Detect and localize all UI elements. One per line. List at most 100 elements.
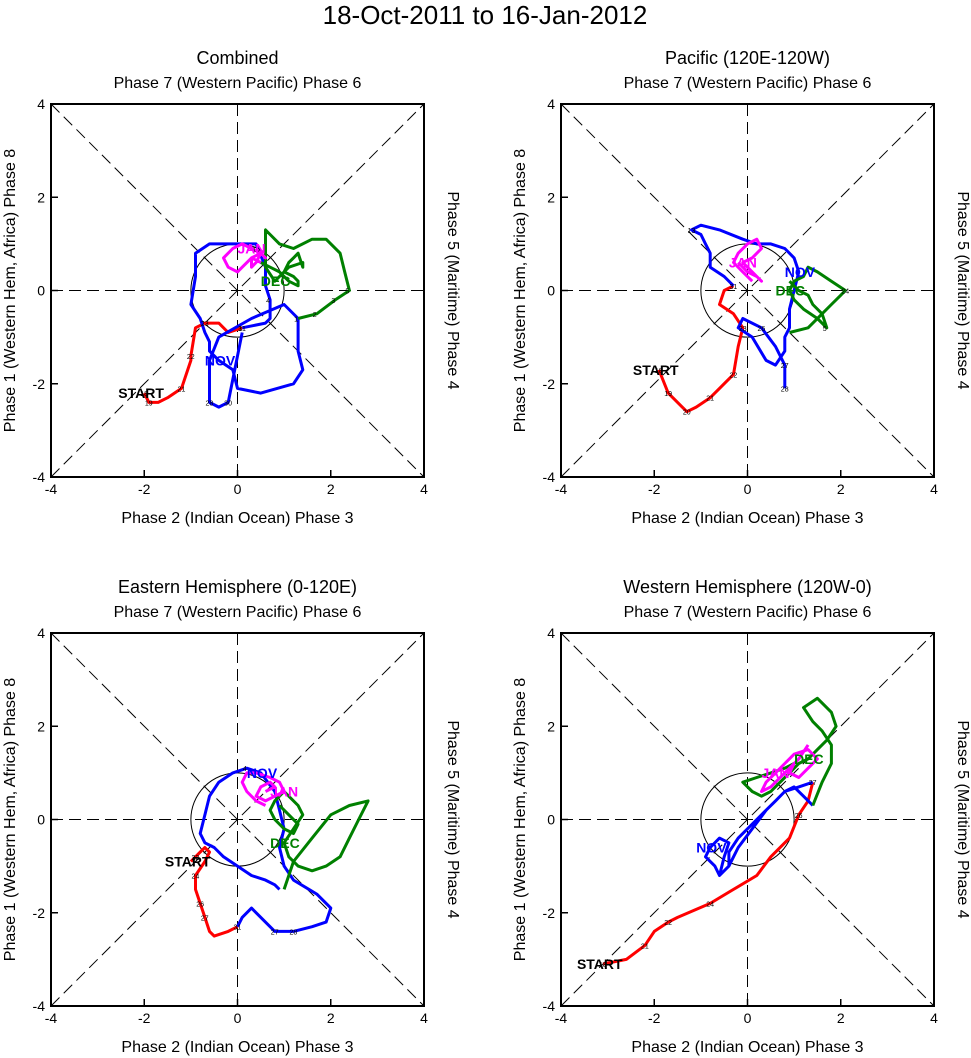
- y-tick-label: 0: [37, 283, 45, 299]
- day-label: 28: [781, 386, 789, 393]
- x-tick-label: 4: [420, 1010, 428, 1026]
- x-tick-label: -2: [648, 481, 661, 497]
- x-tick-label: -4: [555, 481, 568, 497]
- x-tick-label: -4: [555, 1010, 568, 1026]
- y-tick-label: -2: [33, 376, 46, 392]
- month-label-nov: NOV: [696, 839, 727, 855]
- day-label: 31: [730, 284, 738, 291]
- right-phase-label: Phase 5 (Maritime) Phase 4: [954, 720, 971, 918]
- day-label: 28: [206, 400, 214, 407]
- x-tick-label: 4: [930, 481, 938, 497]
- x-tick-label: 0: [744, 1010, 752, 1026]
- day-label: 27: [809, 780, 817, 787]
- month-label-dec: DEC: [794, 751, 824, 767]
- right-phase-label: Phase 5 (Maritime) Phase 4: [444, 720, 461, 918]
- panel-title: Pacific (120E-120W): [665, 48, 830, 68]
- day-label: 27: [201, 915, 209, 922]
- day-label: 18: [140, 391, 148, 398]
- day-label: 3: [331, 298, 335, 305]
- series-line-oct: [142, 321, 243, 404]
- panel-title: Western Hemisphere (120W-0): [623, 577, 871, 597]
- left-phase-label: Phase 1 (Western Hem, Africa) Phase 8: [512, 678, 529, 961]
- day-label: 19: [145, 400, 153, 407]
- y-tick-label: 4: [37, 96, 45, 112]
- y-tick-label: 0: [547, 283, 555, 299]
- y-tick-label: 0: [37, 812, 45, 828]
- x-tick-label: 4: [930, 1010, 938, 1026]
- x-tick-label: 4: [420, 481, 428, 497]
- y-tick-label: 2: [547, 718, 555, 734]
- phase-panel-2: Pacific (120E-120W) Phase 7 (Western Paci…: [512, 48, 971, 527]
- y-tick-label: 4: [547, 96, 555, 112]
- bottom-phase-label: Phase 2 (Indian Ocean) Phase 3: [631, 1039, 863, 1056]
- month-label-dec: DEC: [775, 283, 805, 299]
- right-phase-label: Phase 5 (Maritime) Phase 4: [954, 191, 971, 389]
- day-label: 5: [823, 326, 827, 333]
- day-label: 1: [238, 326, 242, 333]
- day-label: 16: [252, 247, 260, 254]
- x-tick-label: -2: [138, 1010, 151, 1026]
- month-label-dec: DEC: [270, 835, 300, 851]
- day-label: 27: [781, 363, 789, 370]
- x-tick-label: 2: [837, 1010, 845, 1026]
- series-line-jan: [222, 242, 267, 274]
- x-tick-label: -4: [45, 1010, 58, 1026]
- series-line-nov: [704, 780, 814, 877]
- day-label: 26: [757, 326, 765, 333]
- day-label: 23: [739, 326, 747, 333]
- bottom-phase-label: Phase 2 (Indian Ocean) Phase 3: [121, 1039, 353, 1056]
- top-phase-label: Phase 7 (Western Pacific) Phase 6: [624, 604, 872, 621]
- day-label: 20: [683, 410, 691, 417]
- top-phase-label: Phase 7 (Western Pacific) Phase 6: [114, 604, 362, 621]
- month-label-nov: NOV: [785, 264, 816, 280]
- series-line-dec: [260, 228, 351, 320]
- x-tick-label: 2: [327, 481, 335, 497]
- y-tick-label: 4: [547, 625, 555, 641]
- left-phase-label: Phase 1 (Western Hem, Africa) Phase 8: [512, 149, 529, 432]
- day-label: 18: [655, 368, 663, 375]
- day-label: 4: [243, 766, 247, 773]
- bottom-phase-label: Phase 2 (Indian Ocean) Phase 3: [121, 510, 353, 527]
- month-label-nov: NOV: [247, 765, 278, 781]
- day-label: 28: [289, 929, 297, 936]
- y-tick-label: -4: [543, 998, 556, 1014]
- y-tick-label: -2: [33, 905, 46, 921]
- series-line-jan: [760, 744, 819, 793]
- day-label: 23: [201, 321, 209, 328]
- phase-panel-1: Combined Phase 7 (Western Pacific) Phase …: [2, 48, 461, 527]
- month-label-nov: NOV: [205, 352, 236, 368]
- month-label-dec: DEC: [261, 273, 291, 289]
- x-tick-label: -4: [45, 481, 58, 497]
- day-label: 13: [688, 228, 696, 235]
- month-label-jan: JAN: [761, 765, 789, 781]
- day-label: 22: [730, 372, 738, 379]
- bottom-phase-label: Phase 2 (Indian Ocean) Phase 3: [631, 510, 863, 527]
- day-label: 27: [271, 929, 279, 936]
- top-phase-label: Phase 7 (Western Pacific) Phase 6: [114, 75, 362, 92]
- x-tick-label: -2: [648, 1010, 661, 1026]
- x-tick-label: 0: [744, 481, 752, 497]
- main-title: 18-Oct-2011 to 16-Jan-2012: [323, 0, 648, 30]
- y-tick-label: 2: [37, 189, 45, 205]
- x-tick-label: 0: [234, 481, 242, 497]
- day-label: 26: [196, 901, 204, 908]
- unit-circle: [700, 772, 795, 867]
- month-label-jan: JAN: [237, 241, 265, 257]
- day-label: 22: [192, 855, 200, 862]
- day-label: 26: [795, 813, 803, 820]
- series-line-oct: [657, 284, 745, 414]
- y-tick-label: -2: [543, 376, 556, 392]
- series-line-jan: [732, 237, 763, 283]
- phase-panel-4: Western Hemisphere (120W-0) Phase 7 (West…: [512, 577, 971, 1056]
- series-line-dec: [268, 790, 370, 890]
- day-label: 22: [187, 354, 195, 361]
- day-label: 21: [178, 386, 186, 393]
- series-line-oct: [602, 781, 815, 966]
- left-phase-label: Phase 1 (Western Hem, Africa) Phase 8: [2, 149, 19, 432]
- y-tick-label: 4: [37, 625, 45, 641]
- y-tick-label: 2: [547, 189, 555, 205]
- day-label: 18: [599, 962, 607, 969]
- series-line-jan: [240, 771, 286, 807]
- day-label: 31: [234, 925, 242, 932]
- right-phase-label: Phase 5 (Maritime) Phase 4: [444, 191, 461, 389]
